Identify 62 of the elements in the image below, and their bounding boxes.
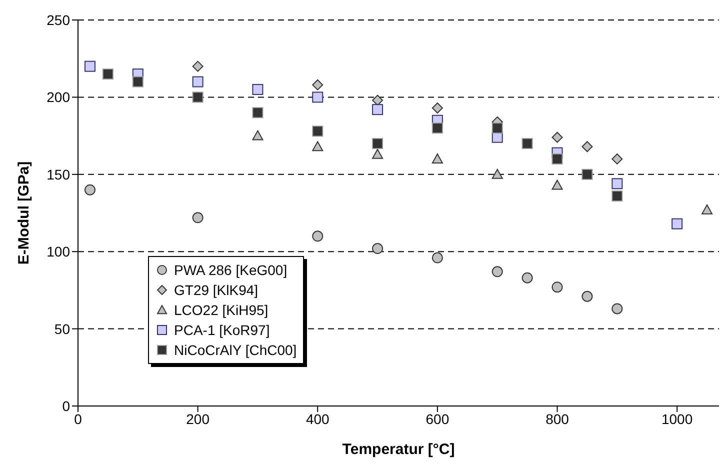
- point: [582, 168, 593, 180]
- point: [522, 138, 533, 150]
- legend-label: NiCoCrAlY [ChC00]: [174, 342, 297, 358]
- point: [492, 168, 503, 179]
- point: [252, 130, 264, 140]
- x-tick-label: 600: [426, 410, 450, 427]
- point: [312, 141, 324, 152]
- point: [522, 272, 533, 284]
- point: [102, 68, 114, 80]
- point: [672, 218, 683, 230]
- point: [312, 79, 324, 90]
- x-tick-label: 200: [186, 410, 210, 427]
- y-tick-label: 200: [46, 89, 70, 106]
- point: [702, 204, 713, 214]
- point: [312, 230, 324, 242]
- point: [192, 212, 204, 224]
- point: [552, 153, 563, 164]
- point: [84, 60, 96, 72]
- y-axis-title: E-Modul [GPa]: [15, 161, 32, 265]
- point: [612, 178, 623, 190]
- y-tick-label: 50: [54, 320, 70, 337]
- point: [612, 303, 623, 314]
- point: [612, 153, 623, 164]
- point: [492, 122, 503, 134]
- x-tick-label: 400: [306, 410, 330, 427]
- point: [372, 138, 384, 150]
- point: [84, 184, 96, 196]
- point: [372, 94, 384, 106]
- point: [612, 190, 623, 202]
- point: [432, 102, 443, 114]
- point: [372, 243, 384, 254]
- y-tick-label: 250: [46, 12, 70, 28]
- y-tick-label: 100: [46, 244, 70, 260]
- point: [492, 266, 503, 278]
- point: [432, 252, 443, 264]
- point: [552, 132, 563, 143]
- x-tick-label: 800: [546, 410, 570, 427]
- point: [312, 92, 324, 103]
- point: [132, 76, 144, 88]
- point: [582, 290, 593, 302]
- point: [372, 104, 384, 116]
- point: [252, 107, 264, 118]
- y-tick-label: 0: [62, 398, 70, 414]
- y-tick-label: 150: [46, 166, 70, 182]
- point: [192, 76, 204, 88]
- x-axis-title: Temperatur [°C]: [342, 441, 455, 458]
- legend-label: GT29 [KlK94]: [174, 282, 258, 298]
- x-tick-label: 1000: [661, 410, 693, 427]
- point: [192, 60, 204, 72]
- point: [552, 282, 563, 293]
- point: [312, 126, 324, 137]
- point: [192, 92, 204, 103]
- point: [252, 84, 264, 95]
- point: [432, 153, 443, 164]
- legend-label: PCA-1 [KoR97]: [174, 322, 270, 338]
- legend-label: LCO22 [KiH95]: [174, 302, 268, 318]
- point: [432, 122, 443, 134]
- x-tick-label: 0: [74, 410, 82, 427]
- point: [372, 148, 384, 159]
- point: [582, 141, 593, 152]
- point: [552, 180, 563, 190]
- legend-label: PWA 286 [KeG00]: [174, 262, 288, 278]
